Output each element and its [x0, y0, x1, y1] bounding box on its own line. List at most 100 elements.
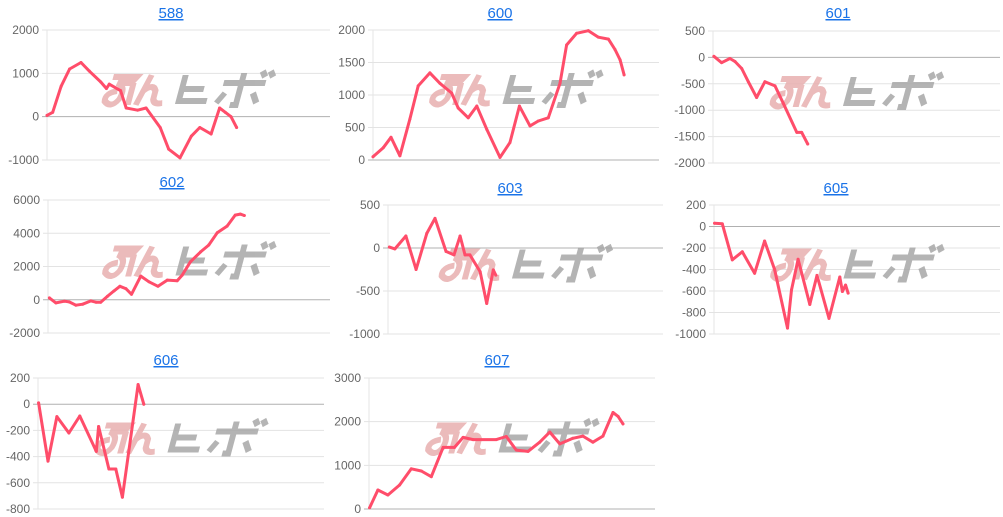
data-point: [740, 250, 744, 254]
y-tick-label: 500: [360, 198, 380, 212]
data-point: [46, 459, 50, 463]
y-tick-label: -2000: [674, 156, 705, 170]
data-point: [68, 67, 72, 71]
series-line: [368, 411, 625, 510]
chart-title-link[interactable]: 602: [159, 174, 184, 191]
y-tick-label: -500: [356, 284, 380, 298]
series-line: [712, 54, 810, 146]
data-point: [229, 115, 233, 119]
data-point: [485, 127, 489, 131]
watermark-logo: [94, 417, 269, 457]
data-point: [808, 302, 812, 306]
data-point: [124, 106, 128, 110]
data-point: [733, 60, 737, 64]
data-point: [233, 213, 237, 217]
y-tick-label: 0: [32, 110, 39, 124]
data-point: [616, 414, 620, 418]
chart-606: 606 -800 -600 -400 -200 0 200: [6, 352, 324, 516]
data-point: [97, 424, 101, 428]
data-point: [225, 224, 229, 228]
data-point: [713, 221, 717, 225]
data-point: [755, 96, 759, 100]
data-point: [209, 132, 213, 136]
data-point: [207, 243, 211, 247]
data-point: [78, 414, 82, 418]
data-point: [188, 260, 192, 264]
data-point: [438, 81, 442, 85]
data-point: [581, 434, 585, 438]
data-point: [94, 300, 98, 304]
data-point: [728, 56, 732, 60]
data-point: [463, 253, 467, 257]
y-tick-label: -800: [682, 306, 706, 320]
data-point: [526, 449, 530, 453]
data-point: [621, 422, 625, 426]
data-point: [606, 37, 610, 41]
data-point: [198, 126, 202, 129]
data-point: [112, 289, 116, 293]
data-point: [398, 483, 402, 487]
y-tick-label: -200: [6, 423, 30, 437]
data-point: [51, 110, 55, 114]
data-point: [458, 234, 462, 238]
y-tick-label: 0: [698, 50, 705, 64]
chart-title-link[interactable]: 601: [825, 5, 850, 22]
data-point: [55, 415, 59, 419]
data-point: [223, 110, 227, 114]
data-point: [156, 284, 160, 288]
data-point: [806, 142, 810, 146]
data-point: [558, 442, 562, 446]
chart-title-link[interactable]: 600: [487, 5, 512, 22]
y-tick-label: -1000: [675, 327, 706, 341]
y-tick-label: 200: [10, 371, 30, 385]
y-tick-label: 500: [345, 121, 365, 135]
series-line: [47, 212, 246, 307]
data-point: [536, 119, 540, 123]
data-point: [139, 274, 143, 278]
y-tick-label: 2000: [12, 23, 39, 37]
data-point: [720, 61, 724, 65]
y-tick-label: -1000: [674, 103, 705, 117]
chart-601: 601 -2000 -1500 -1000 -500 0 500: [674, 5, 1000, 170]
series-line: [371, 29, 626, 159]
data-point: [218, 106, 222, 110]
data-point: [494, 438, 498, 442]
watermark-logo: [438, 243, 614, 283]
data-point: [753, 271, 757, 275]
data-point: [428, 71, 432, 75]
data-point: [45, 113, 49, 117]
data-point: [468, 253, 472, 257]
data-point: [456, 106, 460, 110]
data-point: [104, 87, 108, 90]
chart-title-link[interactable]: 603: [497, 180, 522, 197]
data-point: [74, 303, 78, 307]
data-point: [67, 431, 71, 435]
data-point: [381, 146, 385, 150]
data-point: [242, 213, 246, 217]
y-tick-label: -600: [6, 476, 30, 490]
data-point: [414, 268, 418, 271]
data-point: [494, 273, 498, 277]
data-point: [167, 147, 171, 151]
chart-title-link[interactable]: 605: [823, 180, 848, 197]
chart-600: 600 0 500 1000 1500 2000: [338, 5, 659, 167]
y-tick-label: 500: [685, 24, 705, 38]
data-point: [387, 245, 391, 249]
data-point: [450, 91, 454, 95]
chart-title-link[interactable]: 588: [158, 5, 183, 22]
data-point: [124, 287, 128, 291]
data-point: [471, 438, 475, 442]
chart-title-link[interactable]: 607: [484, 352, 509, 369]
data-point: [99, 80, 103, 84]
data-point: [404, 234, 408, 238]
data-point: [790, 288, 794, 292]
data-point: [118, 284, 122, 288]
data-point: [235, 126, 239, 129]
data-point: [565, 43, 569, 47]
data-point: [368, 506, 372, 510]
data-point: [99, 300, 103, 304]
data-point: [416, 84, 420, 88]
chart-title-link[interactable]: 606: [153, 352, 178, 369]
data-point: [591, 440, 595, 444]
